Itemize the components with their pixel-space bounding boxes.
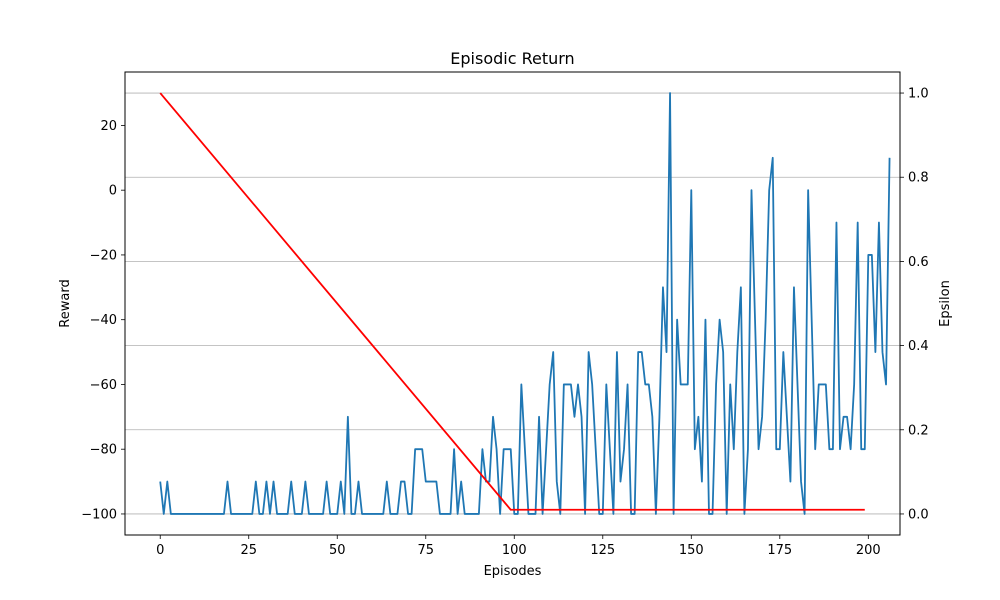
y-tick-label: −60 — [90, 378, 117, 393]
x-tick-label: 75 — [417, 543, 434, 558]
y-tick-label: −20 — [90, 248, 117, 263]
y-axis-label: Reward — [58, 279, 73, 327]
y-axis-left: −100 −80 −60 −40 −20 0 20 — [81, 119, 125, 522]
x-tick-label: 25 — [240, 543, 257, 558]
x-axis-label: Episodes — [484, 564, 542, 579]
x-tick-label: 0 — [156, 543, 164, 558]
x-tick-label: 50 — [329, 543, 346, 558]
series-layer — [159, 92, 891, 515]
y-tick-label: −40 — [90, 313, 117, 328]
grid — [125, 92, 900, 515]
y-tick-label: 20 — [100, 119, 117, 134]
y-tick-label: −80 — [90, 443, 117, 458]
y-tick-label: 0 — [109, 184, 117, 199]
x-tick-label: 175 — [767, 543, 792, 558]
series-line-left — [159, 92, 891, 515]
y2-tick-label: 0.4 — [908, 339, 929, 354]
x-axis: 0 25 50 75 100 125 150 175 200 — [156, 535, 881, 558]
series-line-right — [159, 92, 865, 511]
y2-axis-label: Epsilon — [938, 280, 953, 327]
y-axis-right: 0.0 0.2 0.4 0.6 0.8 1.0 — [900, 87, 929, 522]
chart-title: Episodic Return — [450, 49, 574, 68]
y2-tick-label: 0.0 — [908, 507, 929, 522]
y2-tick-label: 0.6 — [908, 255, 929, 270]
y-tick-label: −100 — [81, 507, 117, 522]
y2-tick-label: 0.2 — [908, 423, 929, 438]
y2-tick-label: 1.0 — [908, 87, 929, 102]
plot-frame — [124, 71, 901, 536]
x-tick-label: 100 — [502, 543, 527, 558]
x-tick-label: 200 — [856, 543, 881, 558]
y2-tick-label: 0.8 — [908, 171, 929, 186]
x-tick-label: 150 — [679, 543, 704, 558]
x-tick-label: 125 — [590, 543, 615, 558]
